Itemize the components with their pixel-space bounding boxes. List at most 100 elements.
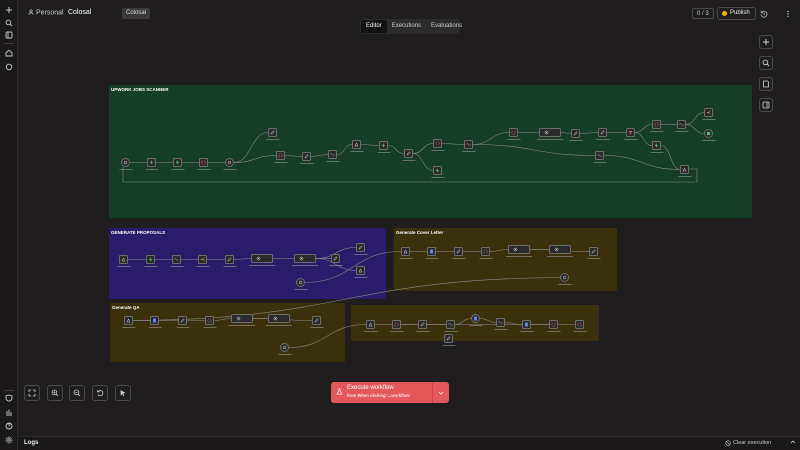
workflow-node[interactable] <box>178 316 187 325</box>
workflow-node[interactable] <box>704 108 713 117</box>
workflow-node[interactable] <box>296 278 305 287</box>
clear-execution-button[interactable]: Clear execution <box>725 440 771 446</box>
shield-icon[interactable] <box>3 392 15 404</box>
workflow-node[interactable] <box>352 140 361 149</box>
workflow-node[interactable] <box>173 158 182 167</box>
logs-bar[interactable]: Logs Clear execution <box>18 436 800 450</box>
workflow-node[interactable] <box>268 314 290 323</box>
workflow-node[interactable] <box>328 150 337 159</box>
settings-icon[interactable] <box>3 434 15 446</box>
add-sticky-button[interactable] <box>759 77 773 91</box>
workflow-node[interactable] <box>280 343 289 352</box>
sticky-generate-cover-letter[interactable]: Generate Cover Letter <box>394 228 617 291</box>
fit-view-button[interactable] <box>24 385 40 401</box>
workflow-node[interactable] <box>549 320 558 329</box>
workflow-node[interactable] <box>268 128 277 137</box>
workflow-node[interactable] <box>549 245 571 254</box>
workflow-node[interactable] <box>652 141 661 150</box>
workflow-node[interactable] <box>496 318 505 327</box>
workflow-node[interactable] <box>294 254 316 263</box>
workflow-node[interactable] <box>575 320 584 329</box>
workflow-node[interactable] <box>312 316 321 325</box>
workflow-node[interactable] <box>464 140 473 149</box>
workflow-node[interactable] <box>571 129 580 138</box>
workflow-node[interactable] <box>198 255 207 264</box>
workflow-node[interactable] <box>595 151 604 160</box>
tab-editor[interactable]: Editor <box>361 20 387 33</box>
publish-button[interactable]: Publish <box>717 7 756 20</box>
chart-icon[interactable] <box>3 406 15 418</box>
undo-button[interactable] <box>92 385 108 401</box>
workflow-canvas[interactable]: UPWORK JOBS SCANNER GENERATE PROPOSALS G… <box>18 28 800 436</box>
history-icon[interactable] <box>758 8 770 20</box>
toggle-panel-button[interactable] <box>759 98 773 112</box>
workflow-node[interactable] <box>331 254 340 263</box>
workflow-node[interactable] <box>444 334 453 343</box>
workflow-node[interactable] <box>356 243 365 252</box>
tab-evaluations[interactable]: Evaluations <box>431 23 463 29</box>
workflow-tag[interactable]: Colosal <box>122 8 151 19</box>
zoom-out-button[interactable] <box>69 385 85 401</box>
workflow-node[interactable] <box>276 151 285 160</box>
workflow-node[interactable] <box>225 255 234 264</box>
workflow-node[interactable] <box>560 273 569 282</box>
panel-icon[interactable] <box>3 29 15 41</box>
add-node-button[interactable] <box>759 35 773 49</box>
workflow-node[interactable] <box>251 254 273 263</box>
sticky-sheet-update[interactable] <box>351 305 599 341</box>
help-icon[interactable] <box>3 420 15 432</box>
workflow-node[interactable] <box>509 128 518 137</box>
workflow-node[interactable] <box>522 320 531 329</box>
more-vertical-icon[interactable] <box>782 8 794 20</box>
select-tool-button[interactable] <box>115 385 131 401</box>
workflow-node[interactable] <box>471 314 480 323</box>
workflow-node[interactable] <box>124 316 133 325</box>
chevron-up-icon[interactable] <box>790 439 796 447</box>
chat-icon[interactable] <box>3 61 15 73</box>
workflow-node[interactable] <box>147 158 156 167</box>
search-icon[interactable] <box>3 17 15 29</box>
workflow-node[interactable] <box>433 166 442 175</box>
workflow-node[interactable] <box>379 141 388 150</box>
test-counter[interactable]: 0 / 3 <box>692 8 714 19</box>
workflow-node[interactable] <box>433 139 442 148</box>
search-nodes-button[interactable] <box>759 56 773 70</box>
workflow-node[interactable] <box>539 128 561 137</box>
workflow-node[interactable] <box>150 316 159 325</box>
workflow-node[interactable] <box>589 247 598 256</box>
workflow-node[interactable] <box>652 120 661 129</box>
workflow-node[interactable] <box>366 320 375 329</box>
workflow-node[interactable] <box>508 245 530 254</box>
workflow-node[interactable] <box>146 255 155 264</box>
home-icon[interactable] <box>3 47 15 59</box>
workflow-node[interactable] <box>356 266 365 275</box>
workflow-node[interactable] <box>446 320 455 329</box>
chevron-down-icon[interactable] <box>433 382 449 403</box>
personal-breadcrumb[interactable]: Personal <box>28 9 64 17</box>
workflow-node[interactable] <box>401 247 410 256</box>
zoom-in-button[interactable] <box>47 385 63 401</box>
workflow-node[interactable] <box>205 316 214 325</box>
workflow-node[interactable] <box>454 247 463 256</box>
workflow-name[interactable]: Colosal <box>68 9 92 16</box>
workflow-node[interactable] <box>199 158 208 167</box>
execute-workflow-button[interactable]: Execute workflow from When clicking '...… <box>331 382 449 403</box>
sticky-generate-qa[interactable]: Generate QA <box>110 303 345 362</box>
workflow-node[interactable] <box>302 152 311 161</box>
workflow-node[interactable] <box>418 320 427 329</box>
workflow-node[interactable] <box>704 129 713 138</box>
tab-executions[interactable]: Executions <box>391 23 422 29</box>
plus-icon[interactable] <box>3 4 15 16</box>
workflow-node[interactable] <box>677 120 686 129</box>
workflow-node[interactable] <box>404 149 413 158</box>
workflow-node[interactable] <box>680 165 689 174</box>
workflow-node[interactable] <box>427 247 436 256</box>
workflow-node[interactable] <box>392 320 401 329</box>
workflow-node[interactable] <box>119 255 128 264</box>
workflow-node[interactable] <box>231 314 253 323</box>
workflow-node[interactable] <box>626 128 635 137</box>
workflow-node[interactable] <box>172 255 181 264</box>
workflow-node[interactable] <box>598 128 607 137</box>
workflow-node[interactable] <box>481 247 490 256</box>
workflow-node[interactable] <box>121 158 130 167</box>
